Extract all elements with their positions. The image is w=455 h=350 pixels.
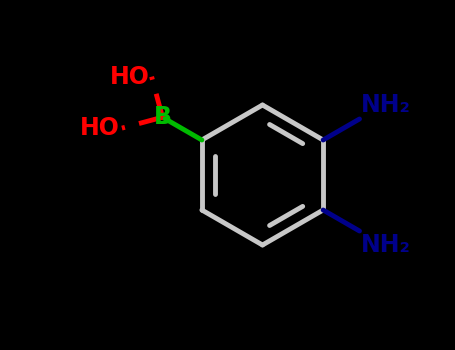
- Text: B: B: [153, 105, 172, 129]
- Text: HO: HO: [80, 116, 120, 140]
- Text: NH₂: NH₂: [361, 233, 411, 257]
- Text: NH₂: NH₂: [361, 93, 411, 117]
- Text: HO: HO: [110, 65, 150, 89]
